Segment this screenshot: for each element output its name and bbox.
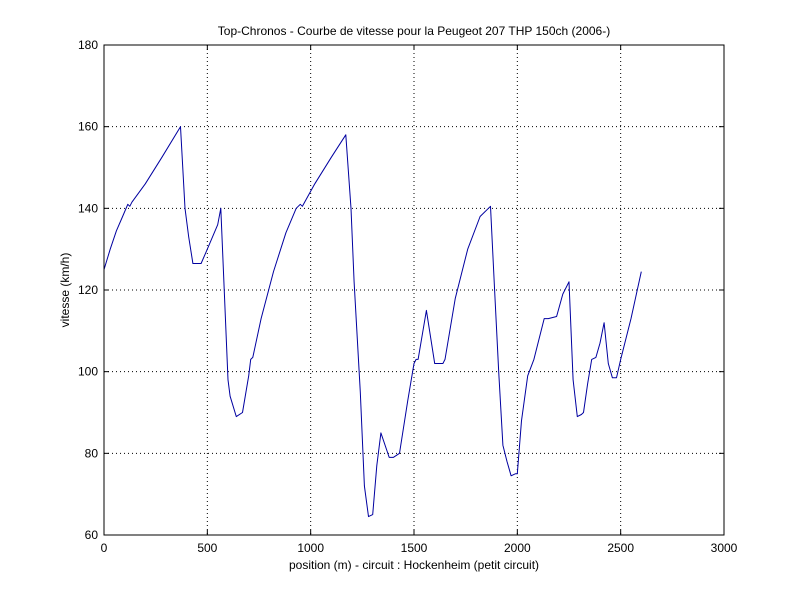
y-tick-label: 120 — [78, 283, 98, 297]
x-tick-label: 2000 — [504, 541, 531, 555]
y-tick-label: 180 — [78, 38, 98, 52]
x-tick-label: 500 — [197, 541, 217, 555]
y-axis-label: vitesse (km/h) — [58, 253, 72, 328]
x-tick-label: 1000 — [297, 541, 324, 555]
y-tick-label: 140 — [78, 201, 98, 215]
x-tick-label: 2500 — [607, 541, 634, 555]
x-tick-label: 3000 — [711, 541, 738, 555]
y-tick-label: 60 — [85, 528, 99, 542]
x-tick-label: 1500 — [401, 541, 428, 555]
y-tick-label: 100 — [78, 365, 98, 379]
y-tick-label: 80 — [85, 446, 99, 460]
x-tick-label: 0 — [101, 541, 108, 555]
series-layer — [103, 126, 642, 518]
grid-lines — [104, 45, 724, 535]
x-axis-label: position (m) - circuit : Hockenheim (pet… — [289, 558, 539, 572]
chart-title: Top-Chronos - Courbe de vitesse pour la … — [218, 24, 610, 38]
speed-series-line — [103, 126, 642, 518]
axis-ticks: 0 500 1000 1500 2000 2500 3000 60 80 100 120 140 160… — [78, 38, 738, 555]
y-tick-label: 160 — [78, 120, 98, 134]
